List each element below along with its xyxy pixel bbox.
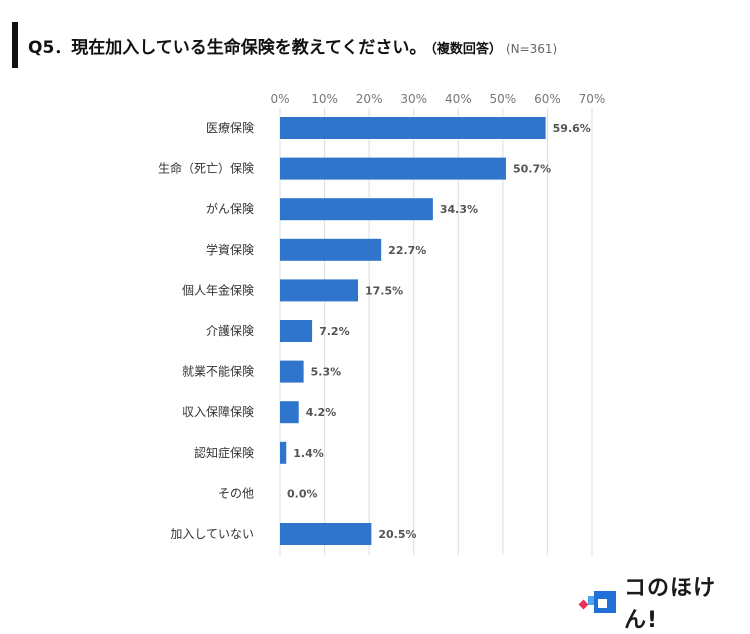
value-label: 20.5% [378, 528, 416, 541]
bar [280, 238, 382, 261]
value-label: 22.7% [388, 244, 426, 257]
x-tick-label: 10% [311, 92, 338, 106]
title-accent-bar [12, 22, 18, 68]
category-label: 加入していない [170, 527, 254, 541]
bar [280, 320, 313, 342]
bar [280, 401, 299, 424]
sample-size: (N=361) [505, 42, 558, 56]
category-layer: 医療保険生命（死亡）保険がん保険学資保険個人年金保険介護保険就業不能保険収入保障… [158, 121, 254, 541]
category-label: 学資保険 [206, 242, 254, 257]
value-label: 50.7% [513, 163, 551, 176]
x-tick-label: 40% [445, 92, 472, 106]
title-main: Q5．現在加入している生命保険を教えてください。 [28, 38, 427, 58]
category-label: 介護保険 [206, 323, 254, 338]
bar [280, 360, 304, 383]
x-tick-label: 50% [490, 92, 517, 106]
category-label: 就業不能保険 [182, 365, 254, 379]
value-label: 4.2% [306, 406, 337, 419]
x-tick-label: 20% [356, 92, 383, 106]
category-label: 個人年金保険 [182, 282, 254, 297]
title-subtitle: （複数回答） [430, 42, 502, 57]
category-label: 収入保障保険 [182, 404, 254, 419]
value-label: 34.3% [440, 203, 478, 216]
brand-logo: コのほけん! [578, 570, 750, 634]
bar [280, 279, 358, 302]
bar-layer [280, 117, 546, 545]
x-tick-label: 30% [400, 92, 427, 106]
grid-layer [279, 108, 593, 555]
category-label: 認知症保険 [194, 445, 254, 460]
bar [280, 117, 546, 139]
category-label: 生命（死亡）保険 [158, 161, 254, 176]
value-label: 5.3% [311, 366, 342, 379]
bar [280, 198, 433, 221]
value-label: 1.4% [293, 447, 324, 460]
value-label: 59.6% [553, 122, 591, 135]
page-title: Q5．現在加入している生命保険を教えてください。 （複数回答） (N=361) [28, 33, 557, 58]
category-label: がん保険 [206, 201, 254, 216]
tick-layer: 0% 10% 20% 30% 40% 50% 60% 70% [270, 92, 605, 106]
category-label: 医療保険 [206, 121, 254, 135]
x-tick-label: 60% [534, 92, 561, 106]
value-label: 7.2% [319, 325, 350, 338]
x-tick-label: 0% [270, 92, 289, 106]
value-label: 0.0% [287, 487, 318, 500]
bar [280, 441, 287, 464]
value-label: 17.5% [365, 284, 403, 297]
x-tick-label: 70% [579, 92, 606, 106]
value-label-layer: 59.6% 50.7% 34.3% 22.7% 17.5% 7.2% 5.3% 4.2% 1.4… [287, 122, 591, 541]
bar [280, 157, 506, 180]
bar [280, 523, 372, 545]
bar-chart: 0% 10% 20% 30% 40% 50% 60% 70% 医療保険生命（死亡）保険がん保険… [158, 92, 605, 555]
logo-mark-icon [578, 587, 618, 617]
category-label: その他 [218, 486, 254, 500]
logo-text: コのほけん! [623, 576, 716, 633]
